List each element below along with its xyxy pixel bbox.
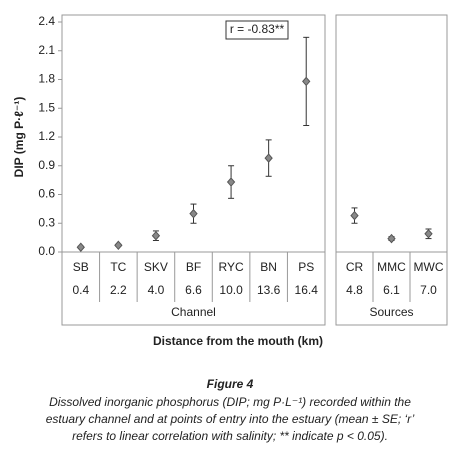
distance-label: 4.8 xyxy=(346,283,363,297)
data-point xyxy=(114,240,123,251)
category-label: CR xyxy=(346,260,364,274)
category-label: BN xyxy=(260,260,277,274)
category-label: SKV xyxy=(144,260,168,274)
caption-line: refers to linear correlation with salini… xyxy=(72,429,388,443)
data-point xyxy=(387,233,396,244)
category-label: BF xyxy=(186,260,201,274)
y-tick-label: 1.5 xyxy=(38,100,55,114)
data-point xyxy=(302,76,311,87)
y-tick-label: 1.8 xyxy=(38,72,55,86)
y-tick-label: 0.6 xyxy=(38,187,55,201)
distance-label: 4.0 xyxy=(148,283,165,297)
panel-x-label: Sources xyxy=(369,305,413,319)
category-label: MMC xyxy=(377,260,406,274)
category-label: MWC xyxy=(414,260,444,274)
data-point xyxy=(264,153,273,163)
category-label: PS xyxy=(298,260,314,274)
distance-label: 6.6 xyxy=(185,283,202,297)
distance-label: 0.4 xyxy=(72,283,89,297)
caption-line: estuary channel and at points of entry i… xyxy=(46,412,415,426)
category-label: SB xyxy=(73,260,89,274)
y-tick-label: 1.2 xyxy=(38,129,55,143)
panel-frame xyxy=(335,14,448,326)
category-label: TC xyxy=(110,260,126,274)
data-point xyxy=(189,208,198,219)
distance-label: 13.6 xyxy=(257,283,281,297)
y-tick-label: 0.3 xyxy=(38,215,55,229)
caption-title: Figure 4 xyxy=(207,377,254,391)
caption-line: Dissolved inorganic phosphorus (DIP; mg … xyxy=(49,395,411,409)
data-point xyxy=(226,177,236,187)
data-point xyxy=(424,229,433,239)
data-point xyxy=(76,242,85,252)
data-point xyxy=(151,230,161,241)
y-tick-label: 2.4 xyxy=(38,14,55,28)
distance-label: 16.4 xyxy=(295,283,319,297)
panel-x-label: Channel xyxy=(171,305,216,319)
category-label: RYC xyxy=(219,260,244,274)
y-tick-label: 0.0 xyxy=(38,244,55,258)
annotation-box xyxy=(225,20,289,40)
x-axis-title: Distance from the mouth (km) xyxy=(153,334,323,348)
data-point xyxy=(350,210,359,221)
distance-label: 2.2 xyxy=(110,283,127,297)
distance-label: 7.0 xyxy=(420,283,437,297)
y-axis-label: DIP (mg P·ℓ⁻¹) xyxy=(12,97,26,178)
y-tick-label: 0.9 xyxy=(38,158,55,172)
distance-label: 10.0 xyxy=(219,283,243,297)
y-tick-label: 2.1 xyxy=(38,43,55,57)
panel-frame xyxy=(61,14,326,326)
annotation: r = -0.83** xyxy=(230,22,285,36)
distance-label: 6.1 xyxy=(383,283,400,297)
